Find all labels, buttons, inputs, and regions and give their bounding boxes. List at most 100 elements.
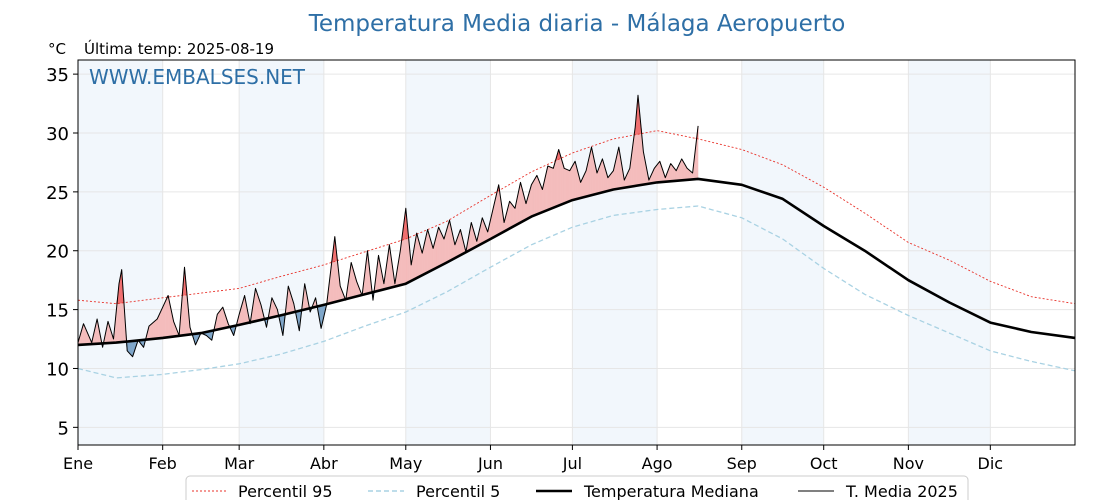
fill-above-median xyxy=(151,322,154,340)
fill-above-median xyxy=(539,182,542,214)
fill-above-median xyxy=(670,163,673,182)
y-tick-label: 10 xyxy=(46,359,69,380)
fill-above-median xyxy=(538,178,540,215)
fill-above-median xyxy=(150,323,152,340)
fill-above-median xyxy=(681,158,684,181)
fill-above-median xyxy=(553,163,555,209)
month-band xyxy=(239,60,324,445)
fill-above-median xyxy=(584,170,587,198)
month-band xyxy=(908,60,991,445)
x-tick-label: Dic xyxy=(978,454,1004,473)
fill-above-median xyxy=(218,310,221,330)
y-tick-label: 15 xyxy=(46,301,69,322)
fill-above-median xyxy=(155,318,158,339)
legend-label-median: Temperatura Mediana xyxy=(583,482,759,500)
month-band xyxy=(78,60,163,445)
legend: Percentil 95 Percentil 5 Temperatura Med… xyxy=(185,475,969,500)
fill-above-median xyxy=(510,202,513,229)
fill-above-median xyxy=(536,175,539,215)
fill-above-median xyxy=(559,154,562,206)
fill-above-median xyxy=(159,310,162,339)
fill-above-median xyxy=(163,301,166,338)
legend-box xyxy=(185,475,969,500)
fill-above-median xyxy=(439,230,442,267)
fill-above-median xyxy=(561,158,564,205)
fill-above-median xyxy=(658,160,661,183)
x-tick-label: Mar xyxy=(224,454,255,473)
fill-above-median xyxy=(562,163,565,205)
fill-above-median xyxy=(610,171,613,191)
x-tick-label: Jun xyxy=(477,454,503,473)
fill-above-median xyxy=(531,181,533,217)
fill-above-median xyxy=(551,167,554,209)
fill-above-median xyxy=(656,162,659,183)
x-tick-label: Oct xyxy=(810,454,838,473)
fill-above-median xyxy=(442,235,445,265)
x-tick-label: Ene xyxy=(63,454,93,473)
legend-label-p5: Percentil 5 xyxy=(416,482,500,500)
chart-title: Temperatura Media diaria - Málaga Aeropu… xyxy=(308,11,846,37)
x-tick-label: Ago xyxy=(642,454,673,473)
fill-above-median xyxy=(533,176,536,216)
fill-above-median xyxy=(161,307,163,339)
fill-above-median xyxy=(607,175,610,192)
x-tick-label: May xyxy=(389,454,422,473)
fill-above-median xyxy=(568,169,570,203)
y-tick-label: 25 xyxy=(46,183,69,204)
fill-above-median xyxy=(497,184,499,236)
fill-above-median xyxy=(513,205,516,227)
fill-above-median xyxy=(219,308,222,330)
last-temp-label: Última temp: 2025-08-19 xyxy=(84,39,274,58)
plot-frame xyxy=(77,59,1076,446)
fill-above-median xyxy=(221,306,223,329)
fill-below-median xyxy=(131,340,133,358)
fill-above-median xyxy=(547,165,550,211)
fill-above-median xyxy=(600,158,603,193)
fill-above-median xyxy=(152,320,155,340)
month-bands xyxy=(78,60,991,445)
x-axis-ticks: Ene Feb Mar Abr May Jun Jul Ago Sep Oct Nov Dic xyxy=(63,445,1003,473)
fill-above-median xyxy=(509,200,512,229)
fill-above-median xyxy=(565,168,568,204)
fill-above-median xyxy=(564,168,566,204)
y-tick-label: 30 xyxy=(46,124,69,145)
fill-above-median xyxy=(158,313,161,339)
x-tick-label: Nov xyxy=(893,454,924,473)
x-tick-label: Abr xyxy=(310,454,338,473)
fill-above-median xyxy=(554,158,557,208)
y-tick-label: 5 xyxy=(58,418,69,439)
fill-above-median xyxy=(599,162,602,194)
fill-above-median xyxy=(550,166,553,210)
fill-above-median xyxy=(611,170,614,191)
fill-above-median xyxy=(447,220,450,263)
fill-above-median xyxy=(162,304,165,339)
month-band xyxy=(572,60,658,445)
y-tick-label: 35 xyxy=(46,65,69,86)
fill-above-median xyxy=(532,179,535,217)
fill-above-median xyxy=(165,298,167,338)
fill-above-median xyxy=(573,160,576,201)
month-band xyxy=(741,60,824,445)
x-tick-label: Jul xyxy=(562,454,582,473)
watermark: WWW.EMBALSES.NET xyxy=(89,65,306,89)
series-2025-line xyxy=(77,94,699,358)
fill-above-median xyxy=(686,167,689,181)
fill-above-median xyxy=(609,173,611,191)
x-tick-label: Feb xyxy=(149,454,177,473)
fill-above-median xyxy=(654,165,656,184)
fill-above-median xyxy=(438,227,441,268)
y-axis-ticks: 5 10 15 20 25 30 35 xyxy=(46,65,78,439)
fill-above-median xyxy=(416,233,419,279)
fill-above-median xyxy=(441,232,443,266)
fill-above-median xyxy=(555,154,558,207)
fill-above-median xyxy=(540,185,543,214)
fill-above-median xyxy=(535,174,538,216)
fill-above-median xyxy=(569,167,572,202)
series-median-line xyxy=(77,177,1076,347)
fill-above-median xyxy=(570,165,573,201)
fill-below-median xyxy=(129,340,132,356)
fill-above-median xyxy=(166,295,169,338)
unit-label: °C xyxy=(48,40,66,58)
fill-above-median xyxy=(655,164,658,183)
